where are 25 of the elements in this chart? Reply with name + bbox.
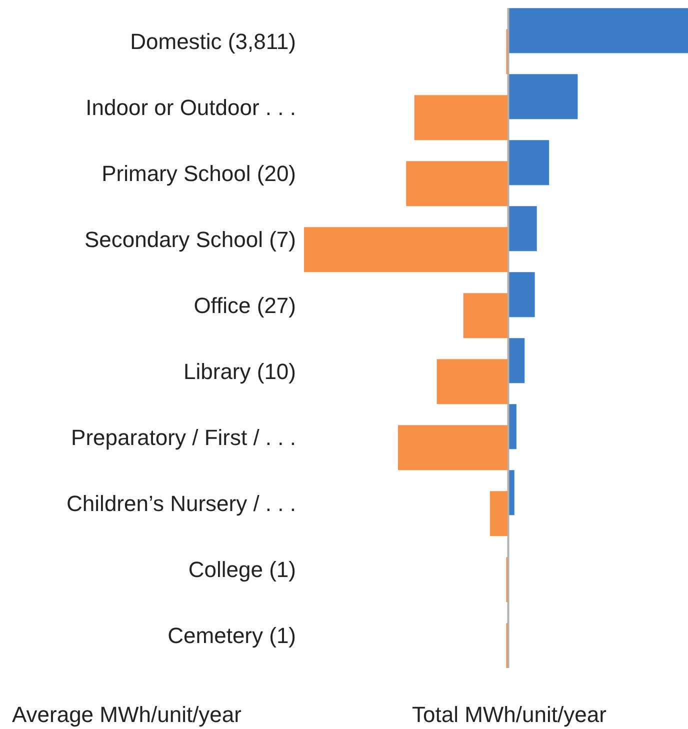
y-tick-label: Primary School (20): [102, 160, 296, 186]
bar: [508, 206, 537, 252]
y-tick-label: Domestic (3,811): [130, 28, 296, 54]
bar: [304, 227, 508, 272]
bar: [463, 293, 508, 338]
y-tick-label: Secondary School (7): [84, 226, 296, 252]
text: Average MWh/unit/year: [12, 702, 242, 728]
bar: [414, 95, 508, 140]
bar: [508, 8, 688, 54]
bar: [508, 272, 535, 318]
bar: [508, 74, 578, 120]
bar: [508, 338, 525, 384]
y-tick-label: Library (10): [184, 358, 296, 384]
bar: [508, 140, 550, 186]
y-tick-label: Indoor or Outdoor . . .: [86, 94, 296, 120]
y-tick-label: Office (27): [194, 292, 296, 318]
text: Total MWh/unit/year: [412, 702, 606, 728]
y-tick-label: Children’s Nursery / . . .: [66, 490, 296, 516]
bar: [436, 359, 508, 404]
bar: [398, 425, 508, 470]
y-tick-label: Preparatory / First / . . .: [71, 424, 296, 450]
bar: [490, 491, 508, 536]
y-tick-label: Cemetery (1): [168, 622, 296, 648]
y-tick-label: College (1): [188, 556, 296, 582]
bar: [406, 161, 508, 206]
